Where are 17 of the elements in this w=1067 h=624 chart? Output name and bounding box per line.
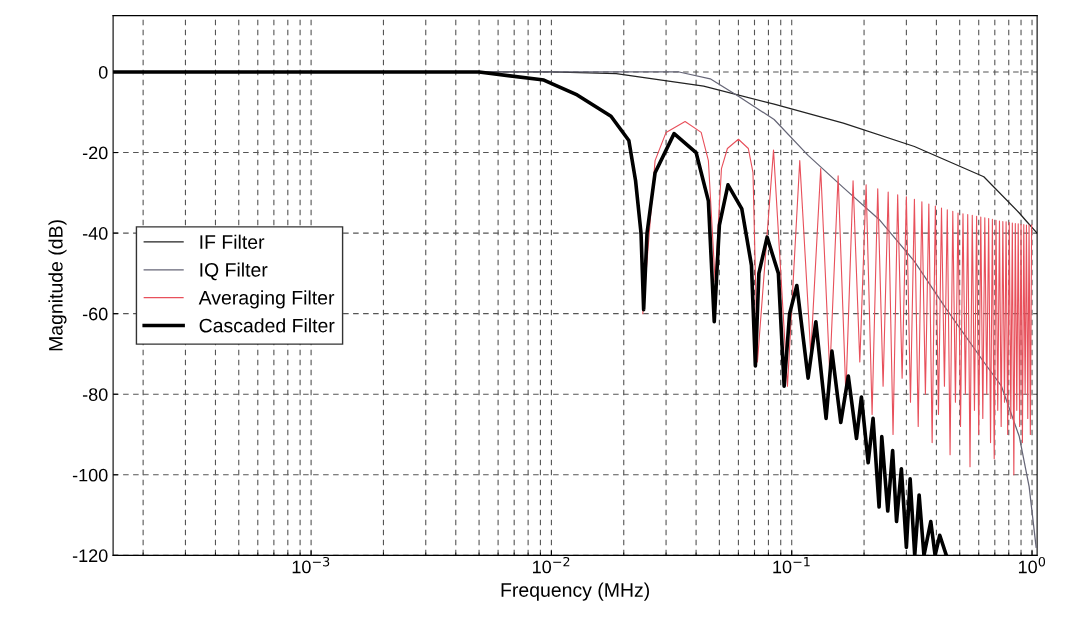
y-tick-label: -80 <box>82 388 108 401</box>
y-tick-label: -60 <box>82 307 108 321</box>
x-tick-label: 10$^{−1}$ <box>773 557 810 574</box>
y-tick-label: -100 <box>72 468 108 482</box>
x-axis-title: Frequency (MHz) <box>501 582 649 601</box>
y-tick-label: -40 <box>82 227 108 240</box>
legend-label: Cascaded Filter <box>199 318 335 333</box>
legend-label: Averaging Filter <box>198 290 335 309</box>
legend-label: IQ Filter <box>200 262 268 281</box>
x-tick-label: 10$^{−2}$ <box>533 556 570 574</box>
y-tick-label: 0 <box>98 65 108 79</box>
legend-label: IF Filter <box>200 234 265 249</box>
y-tick-label: -20 <box>82 146 108 160</box>
y-tick-label: -120 <box>72 549 108 563</box>
x-tick-label: 10$^{−3}$ <box>292 556 330 574</box>
y-axis-title: Magnitude (dB) <box>48 220 67 351</box>
x-tick-label: 10$^{0}$ <box>1018 556 1046 574</box>
